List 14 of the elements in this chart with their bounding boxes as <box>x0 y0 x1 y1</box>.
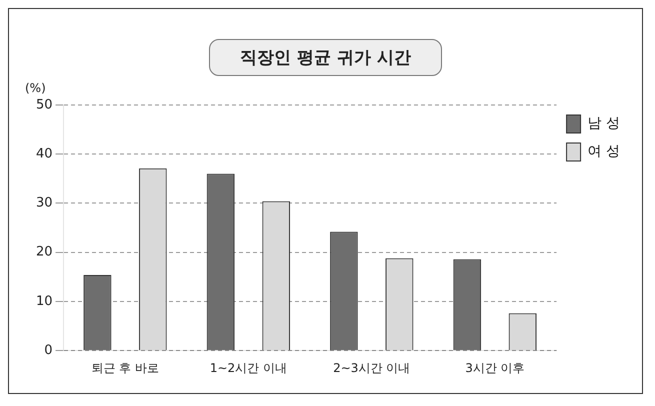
x-tick-label: 1~2시간 이내 <box>210 360 287 375</box>
y-tick-label: 30 <box>36 196 53 211</box>
y-tick-label: 0 <box>44 342 53 358</box>
y-tick-label: 10 <box>36 294 53 309</box>
x-tick-label: 퇴근 후 바로 <box>91 360 159 375</box>
chart-title: 직장인 평균 귀가 시간 <box>209 39 442 76</box>
y-axis-title: (%) <box>25 81 46 96</box>
x-tick-label: 2~3시간 이내 <box>333 360 410 375</box>
legend-label: 여 성 <box>588 144 620 160</box>
y-tick-label: 20 <box>36 244 53 260</box>
y-tick-label: 50 <box>36 97 53 112</box>
legend-label: 남 성 <box>588 116 620 132</box>
x-tick-label: 3시간 이후 <box>465 360 525 375</box>
y-tick-label: 40 <box>36 146 53 162</box>
